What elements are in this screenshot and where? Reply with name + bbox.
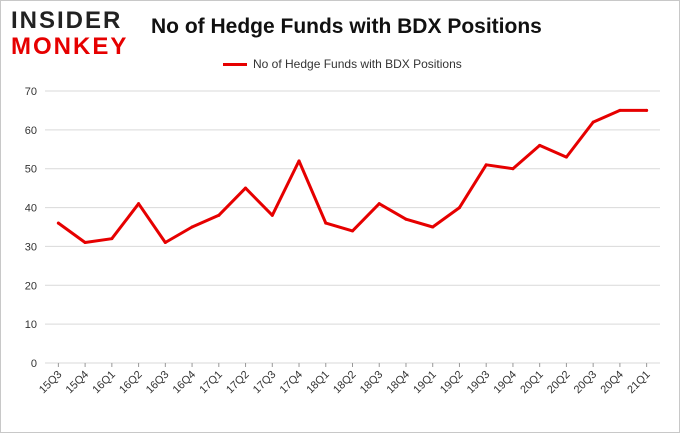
y-tick-label: 20 <box>25 280 37 292</box>
data-point <box>56 221 60 225</box>
insider-monkey-logo: INSIDER MONKEY <box>11 9 128 59</box>
x-axis-ticks: 15Q3 15Q4 16Q1 16Q2 16Q3 16Q4 17Q1 17Q2 17Q3 17Q4… <box>37 363 653 396</box>
x-tick-label: 18Q2 <box>331 369 359 397</box>
data-point <box>538 143 542 147</box>
x-tick-label: 19Q4 <box>492 369 520 397</box>
x-tick-label: 19Q1 <box>411 369 439 397</box>
grid-lines <box>45 90 660 364</box>
x-tick-label: 17Q3 <box>251 369 279 397</box>
x-tick-label: 16Q4 <box>171 369 199 397</box>
data-point <box>431 225 435 229</box>
data-point <box>324 221 328 225</box>
y-tick-label: 30 <box>25 241 37 253</box>
data-point <box>83 241 87 245</box>
data-point <box>591 120 595 124</box>
x-tick-label: 18Q3 <box>358 369 386 397</box>
x-tick-label: 17Q2 <box>224 369 252 397</box>
data-point <box>217 213 221 217</box>
x-tick-label: 16Q2 <box>117 369 145 397</box>
logo-line-1: INSIDER <box>11 7 123 34</box>
data-point <box>377 202 381 206</box>
data-point <box>484 163 488 167</box>
chart-title: No of Hedge Funds with BDX Positions <box>151 15 542 38</box>
y-tick-label: 0 <box>31 358 37 370</box>
logo-line-2: MONKEY <box>11 33 129 60</box>
x-tick-label: 15Q4 <box>64 369 92 397</box>
data-point <box>297 159 301 163</box>
data-point <box>163 241 167 245</box>
data-point <box>457 206 461 210</box>
data-point <box>564 155 568 159</box>
x-tick-label: 16Q3 <box>144 369 172 397</box>
x-tick-label: 20Q2 <box>545 369 573 397</box>
x-tick-label: 20Q3 <box>572 369 600 397</box>
y-tick-label: 40 <box>25 203 37 215</box>
x-tick-label: 16Q1 <box>90 369 118 397</box>
y-axis-ticks: 0 10 20 30 40 50 60 70 <box>25 86 37 370</box>
data-point <box>190 225 194 229</box>
x-tick-label: 20Q1 <box>518 369 546 397</box>
data-point <box>137 202 141 206</box>
legend-label: No of Hedge Funds with BDX Positions <box>253 57 462 71</box>
x-tick-label: 18Q1 <box>304 369 332 397</box>
y-tick-label: 50 <box>25 164 37 176</box>
x-tick-label: 19Q3 <box>465 369 493 397</box>
data-point <box>511 167 515 171</box>
x-tick-label: 20Q4 <box>598 369 626 397</box>
data-point <box>244 186 248 190</box>
data-point <box>270 213 274 217</box>
y-tick-label: 10 <box>25 319 37 331</box>
series-group <box>56 108 649 245</box>
data-point <box>110 237 114 241</box>
data-point <box>645 108 649 112</box>
data-point <box>618 108 622 112</box>
data-point <box>404 217 408 221</box>
x-tick-label: 19Q2 <box>438 369 466 397</box>
chart-legend: No of Hedge Funds with BDX Positions <box>223 57 462 71</box>
x-tick-label: 17Q4 <box>278 369 306 397</box>
x-tick-label: 17Q1 <box>197 369 225 397</box>
y-tick-label: 70 <box>25 86 37 98</box>
y-tick-label: 60 <box>25 125 37 137</box>
x-tick-label: 18Q4 <box>385 369 413 397</box>
legend-swatch <box>223 62 247 66</box>
x-tick-label: 21Q1 <box>625 369 653 397</box>
x-tick-label: 15Q3 <box>37 369 65 397</box>
data-point <box>351 229 354 233</box>
